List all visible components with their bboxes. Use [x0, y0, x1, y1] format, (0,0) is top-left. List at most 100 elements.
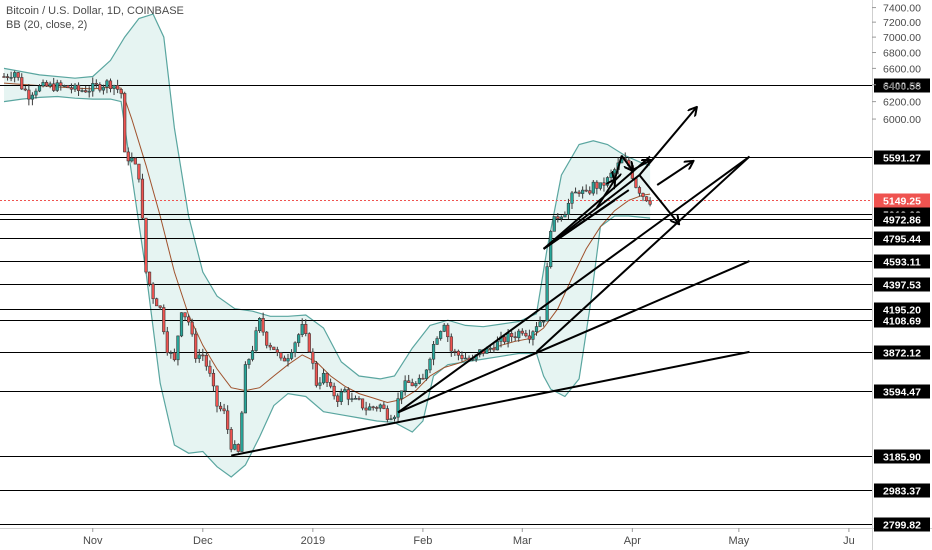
- candles: [2, 70, 652, 453]
- candle-body: [446, 324, 450, 338]
- candle-body: [538, 321, 542, 327]
- candle-body: [240, 412, 244, 452]
- candle-body: [73, 84, 77, 90]
- candle-body: [399, 390, 404, 399]
- trend-line[interactable]: [542, 174, 641, 250]
- y-tick-label: 6000.00: [883, 114, 921, 126]
- bollinger-lower-line: [3, 95, 651, 478]
- candle-body: [37, 85, 42, 92]
- candle-body: [392, 416, 397, 420]
- trend-line[interactable]: [543, 189, 630, 250]
- arrow[interactable]: [596, 180, 615, 209]
- time-axis[interactable]: Nov Dec 2019 Feb Mar Apr May Ju: [83, 528, 855, 547]
- candle-body: [236, 444, 240, 452]
- candle-body: [98, 84, 102, 91]
- candle-body: [9, 76, 13, 79]
- candle-body: [531, 331, 535, 340]
- candle-body: [59, 82, 63, 87]
- level-price-tag: [874, 277, 930, 292]
- candle-body: [563, 214, 567, 218]
- level-price-label: 4593.11: [883, 257, 921, 269]
- candle-body: [55, 82, 59, 91]
- candle-body: [190, 321, 194, 335]
- candle-body: [488, 347, 492, 350]
- candle-body: [62, 85, 66, 87]
- candle-body: [194, 333, 198, 359]
- candle-body: [272, 346, 276, 350]
- candle-body: [211, 372, 216, 387]
- trend-line[interactable]: [397, 155, 751, 414]
- y-tick-label: 6800.00: [883, 48, 921, 60]
- candle-body: [598, 182, 602, 189]
- candle-body: [289, 352, 294, 359]
- candle-body: [126, 151, 130, 162]
- candle-body: [524, 332, 528, 337]
- level-price-tag: [874, 212, 930, 227]
- arrow[interactable]: [615, 155, 623, 180]
- candle-body: [350, 398, 354, 400]
- candle-body: [460, 354, 464, 359]
- candle-body: [307, 333, 311, 353]
- candle-body: [183, 312, 187, 318]
- candle-body: [382, 404, 386, 409]
- indicator-label: BB (20, close, 2): [6, 19, 87, 31]
- candle-body: [545, 266, 549, 322]
- candle-body: [325, 372, 329, 383]
- candle-body: [297, 334, 301, 344]
- candle-body: [80, 90, 84, 92]
- y-tick-label: 7200.00: [883, 17, 921, 29]
- candle-body: [304, 324, 308, 334]
- arrow[interactable]: [620, 155, 633, 170]
- candle-body: [595, 181, 599, 189]
- arrow[interactable]: [656, 161, 693, 186]
- candle-body: [222, 408, 226, 412]
- level-price-tag: [874, 302, 930, 317]
- level-price-label: 3594.47: [883, 387, 921, 399]
- candle-body: [403, 380, 407, 392]
- trend-line[interactable]: [535, 155, 751, 353]
- candle-body: [91, 83, 95, 92]
- arrow[interactable]: [638, 174, 678, 223]
- candle-body: [389, 418, 393, 421]
- horizontal-levels[interactable]: 6400.585591.275019.024972.864795.444593.…: [0, 78, 930, 532]
- y-tick-label: 7400.00: [883, 3, 921, 15]
- candle-body: [463, 357, 468, 360]
- level-price-tag: [874, 483, 930, 498]
- candle-body: [453, 350, 457, 353]
- candle-body: [229, 429, 233, 450]
- x-tick-label: Feb: [413, 535, 432, 547]
- candle-body: [641, 192, 645, 197]
- candle-body: [644, 196, 649, 202]
- candle-body: [385, 408, 390, 420]
- trend-lines[interactable]: [231, 108, 751, 457]
- candle-body: [147, 271, 152, 285]
- candle-body: [559, 216, 563, 219]
- candle-body: [179, 312, 184, 337]
- level-price-label: 6400.58: [883, 81, 921, 93]
- candle-body: [105, 80, 109, 88]
- candle-body: [69, 87, 74, 90]
- candle-body: [279, 352, 283, 359]
- candle-body: [577, 191, 581, 194]
- arrow[interactable]: [638, 108, 696, 176]
- level-price-tag: [874, 345, 930, 360]
- bollinger-upper-line: [3, 13, 651, 380]
- candle-body: [286, 358, 290, 362]
- x-tick-label: Ju: [843, 535, 855, 547]
- trend-line[interactable]: [231, 350, 750, 457]
- candle-body: [208, 365, 212, 374]
- candle-body: [513, 336, 517, 339]
- trend-line[interactable]: [397, 260, 750, 414]
- price-axis[interactable]: 6000.00 6200.00 6400.00 6600.00 6800.00 7000.…: [872, 3, 921, 126]
- current-price-label: 5149.25: [883, 196, 921, 208]
- candle-body: [247, 359, 251, 365]
- level-price-label: 2799.82: [883, 520, 921, 532]
- y-tick-label: 7000.00: [883, 32, 921, 44]
- candle-body: [353, 398, 358, 400]
- candle-body: [591, 181, 595, 194]
- candle-body: [108, 80, 113, 89]
- level-price-label: 4795.44: [883, 234, 921, 246]
- arrow[interactable]: [631, 161, 650, 172]
